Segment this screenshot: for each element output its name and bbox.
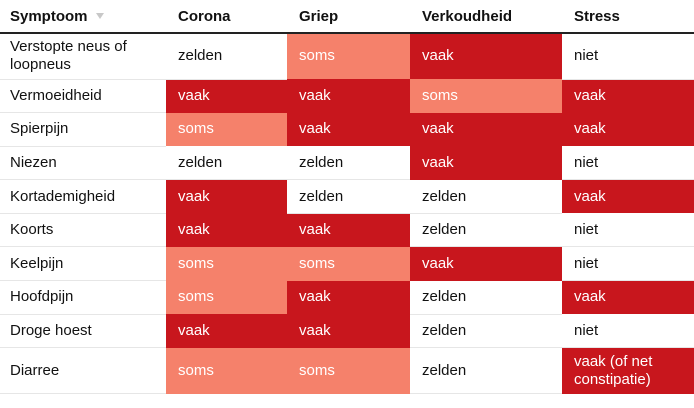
symptom-comparison-table: Symptoom Corona Griep Verkoudheid Stress… [0, 0, 694, 395]
table-row: Niezen zelden zelden vaak niet [0, 146, 694, 181]
frequency-cell: niet [562, 246, 694, 282]
table-row: Diarree soms soms zelden vaak (of net consti… [0, 347, 694, 395]
frequency-cell: vaak [562, 79, 694, 113]
frequency-cell: zelden [287, 146, 410, 181]
frequency-cell: vaak [166, 179, 287, 214]
frequency-cell: vaak [287, 213, 410, 247]
frequency-cell: vaak [562, 179, 694, 214]
frequency-cell: zelden [410, 347, 562, 395]
column-header-stress: Stress [562, 0, 694, 34]
frequency-cell: soms [287, 246, 410, 281]
frequency-cell: vaak [562, 112, 694, 147]
frequency-cell: vaak [410, 33, 562, 79]
table-body: Verstopte neus of loopneus zelden soms vaak… [0, 33, 694, 395]
table-row: Vermoeidheid vaak vaak soms vaak [0, 79, 694, 114]
frequency-cell: zelden [166, 146, 287, 181]
column-header-label: Symptoom [10, 7, 88, 25]
symptom-cell: Niezen [0, 146, 166, 181]
column-header-label: Verkoudheid [422, 7, 513, 25]
column-header-label: Corona [178, 7, 231, 25]
column-header-griep: Griep [287, 0, 410, 34]
frequency-cell: vaak [410, 146, 562, 180]
column-header-label: Stress [574, 7, 620, 25]
frequency-cell: zelden [410, 213, 562, 248]
frequency-cell: vaak [410, 246, 562, 281]
frequency-cell: vaak [562, 280, 694, 315]
frequency-cell: soms [287, 347, 410, 394]
symptom-cell: Spierpijn [0, 112, 166, 147]
frequency-cell: vaak [166, 213, 287, 247]
table-row: Keelpijn soms soms vaak niet [0, 246, 694, 282]
table-header: Symptoom Corona Griep Verkoudheid Stress [0, 0, 694, 34]
frequency-cell: vaak [287, 112, 410, 147]
table-row: Verstopte neus of loopneus zelden soms vaak… [0, 33, 694, 80]
frequency-cell: vaak [287, 79, 410, 113]
frequency-cell: soms [166, 347, 287, 394]
frequency-cell: soms [410, 79, 562, 113]
symptom-cell: Keelpijn [0, 246, 166, 282]
frequency-cell: zelden [410, 280, 562, 315]
table-row: Droge hoest vaak vaak zelden niet [0, 314, 694, 349]
frequency-cell: vaak [410, 112, 562, 147]
frequency-cell: soms [166, 280, 287, 315]
frequency-cell: vaak (of net constipatie) [562, 347, 694, 394]
table-row: Koorts vaak vaak zelden niet [0, 213, 694, 248]
frequency-cell: zelden [166, 33, 287, 80]
symptom-cell: Droge hoest [0, 314, 166, 349]
frequency-cell: niet [562, 33, 694, 80]
frequency-cell: vaak [287, 280, 410, 315]
table-row: Hoofdpijn soms vaak zelden vaak [0, 280, 694, 315]
symptom-cell: Diarree [0, 347, 166, 395]
frequency-cell: zelden [287, 179, 410, 214]
table-row: Spierpijn soms vaak vaak vaak [0, 112, 694, 147]
frequency-cell: niet [562, 146, 694, 181]
frequency-cell: soms [166, 246, 287, 281]
frequency-cell: vaak [287, 314, 410, 348]
column-header-corona: Corona [166, 0, 287, 34]
frequency-cell: zelden [410, 179, 562, 214]
header-row: Symptoom Corona Griep Verkoudheid Stress [0, 0, 694, 34]
sort-down-icon[interactable] [95, 12, 104, 19]
frequency-cell: zelden [410, 314, 562, 349]
symptom-cell: Vermoeidheid [0, 79, 166, 114]
symptom-cell: Kortademigheid [0, 179, 166, 214]
symptom-cell: Verstopte neus of loopneus [0, 33, 166, 80]
frequency-cell: niet [562, 213, 694, 248]
frequency-cell: vaak [166, 79, 287, 113]
symptom-cell: Hoofdpijn [0, 280, 166, 315]
symptom-cell: Koorts [0, 213, 166, 248]
column-header-symptoom[interactable]: Symptoom [0, 0, 166, 34]
frequency-cell: soms [166, 112, 287, 147]
column-header-verkoudheid: Verkoudheid [410, 0, 562, 34]
frequency-cell: vaak [166, 314, 287, 348]
column-header-label: Griep [299, 7, 339, 25]
table-row: Kortademigheid vaak zelden zelden vaak [0, 179, 694, 214]
frequency-cell: niet [562, 314, 694, 349]
frequency-cell: soms [287, 33, 410, 79]
